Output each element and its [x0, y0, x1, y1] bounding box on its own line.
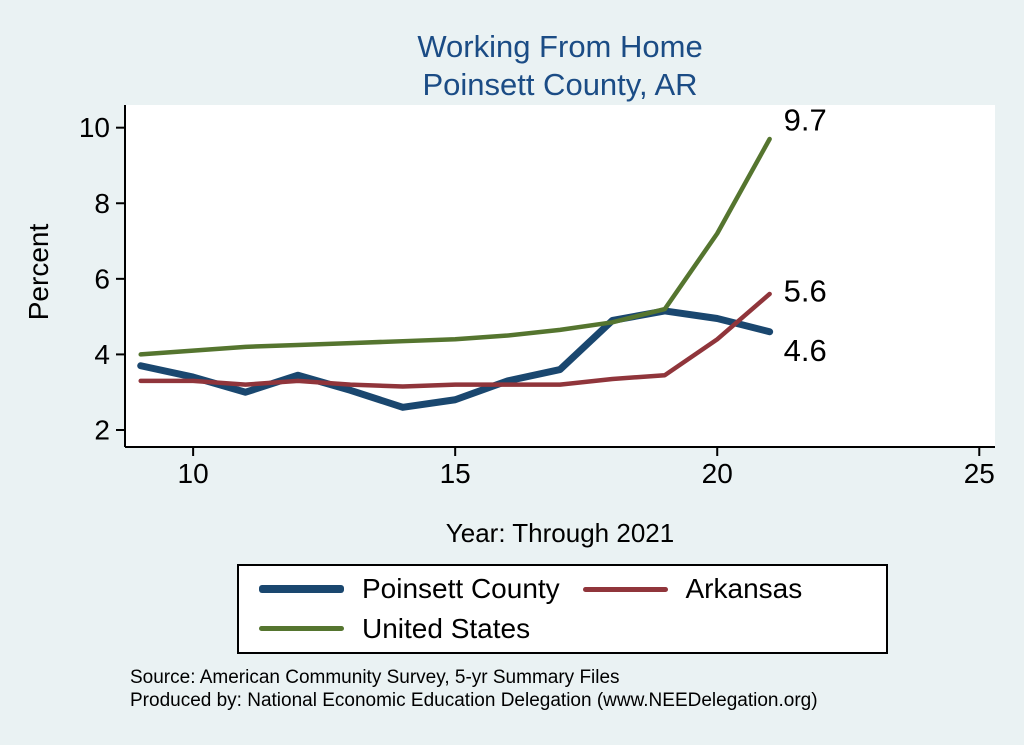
y-tick-label: 4	[94, 339, 110, 370]
line-united-states	[138, 136, 772, 357]
legend-swatch-poinsett-county	[259, 585, 344, 594]
chart-title-line2: Poinsett County, AR	[422, 67, 698, 102]
legend-label: United States	[362, 612, 531, 644]
legend-row: Poinsett County Arkansas	[239, 573, 886, 605]
y-tick-label: 8	[94, 188, 110, 219]
produced-by-line: Produced by: National Economic Education…	[130, 690, 818, 711]
legend-entry-poinsett-county: Poinsett County	[239, 573, 563, 605]
end-label-poinsett-county: 4.6	[784, 333, 827, 368]
line-arkansas	[138, 291, 772, 389]
x-tick-label: 25	[964, 458, 995, 489]
legend-label: Poinsett County	[362, 573, 560, 605]
x-tick-label: 10	[178, 458, 209, 489]
x-axis-caption: Year: Through 2021	[445, 518, 675, 548]
legend-swatch-united-states	[259, 626, 344, 632]
y-tick-label: 2	[94, 414, 110, 445]
y-tick-label: 10	[79, 112, 110, 143]
source-line: Source: American Community Survey, 5-yr …	[130, 667, 620, 688]
y-axis-label: Percent	[23, 223, 54, 321]
chart-title: Working From Home Poinsett County, AR	[125, 28, 995, 104]
chart-title-line1: Working From Home	[417, 29, 703, 64]
x-tick-label: 15	[440, 458, 471, 489]
legend-label: Arkansas	[685, 573, 803, 605]
legend-entry-united-states: United States	[239, 613, 563, 645]
legend-entry-arkansas: Arkansas	[563, 573, 887, 605]
end-label-arkansas: 5.6	[784, 273, 827, 308]
legend-swatch-arkansas	[582, 586, 668, 592]
end-label-united-states: 9.7	[784, 103, 827, 138]
legend-row: United States	[239, 613, 886, 645]
plot-area	[125, 105, 995, 447]
y-tick-label: 6	[94, 263, 110, 294]
legend-box: Poinsett County Arkansas United States	[237, 564, 888, 654]
source-note: Source: American Community Survey, 5-yr …	[130, 666, 818, 712]
x-tick-label: 20	[702, 458, 733, 489]
